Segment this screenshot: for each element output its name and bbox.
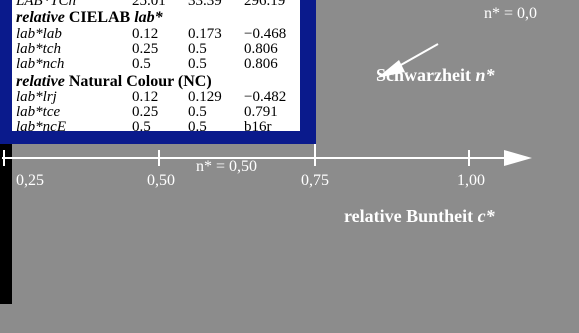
row-v3: 296.19 [244, 0, 286, 9]
buntheit-axis-arrowhead [504, 150, 532, 166]
tick-label-1-00: 1,00 [457, 172, 485, 189]
cell-key: lab*lrj [16, 89, 57, 105]
n-mid-label: n* = 0,50 [196, 158, 258, 175]
cell-v1: 0.5 [132, 56, 151, 72]
data-row: lab*tce 0.25 0.5 0.791 [16, 104, 278, 120]
cell-v3: −0.482 [244, 89, 287, 105]
data-row: lab*lab 0.12 0.173 −0.468 [16, 26, 286, 42]
data-row: lab*ncE 0.5 0.5 b16r [16, 119, 272, 135]
cell-v1: 0.25 [132, 104, 159, 120]
cell-v3: 0.806 [244, 41, 278, 57]
cell-v1: 0.25 [132, 41, 159, 57]
section2-header: relative Natural Colour (NC) [16, 73, 212, 90]
tick-label-0-25: 0,25 [16, 172, 44, 189]
cell-v3: −0.468 [244, 26, 287, 42]
data-row: lab*tch 0.25 0.5 0.806 [16, 41, 278, 57]
schwarzheit-label: Schwarzheit n* [376, 65, 495, 85]
n-top-label: n* = 0,0 [484, 5, 538, 22]
cell-v1: 0.12 [132, 26, 159, 42]
cell-key: lab*ncE [16, 119, 66, 135]
tick-label-0-50: 0,50 [147, 172, 175, 189]
cell-v2: 0.5 [188, 41, 207, 57]
buntheit-label: relative Buntheit c* [344, 206, 495, 226]
cell-v2: 0.129 [188, 89, 222, 105]
row-key: LAB*TCh [16, 0, 77, 9]
left-black-bar [0, 144, 12, 304]
cell-v2: 0.5 [188, 56, 207, 72]
cell-v3: 0.806 [244, 56, 278, 72]
cell-key: lab*nch [16, 56, 65, 72]
info-panel: LAB*TCh 25.01 33.39 296.19 relative CIEL… [12, 0, 300, 135]
tick-label-0-75: 0,75 [301, 172, 329, 189]
data-row: lab*lrj 0.12 0.129 −0.482 [16, 89, 286, 105]
cell-v2: 0.5 [188, 104, 207, 120]
data-row: lab*nch 0.5 0.5 0.806 [16, 56, 278, 72]
cell-key: lab*tch [16, 41, 61, 57]
top-row: LAB*TCh 25.01 33.39 296.19 [16, 0, 285, 9]
cell-v3: b16r [244, 119, 272, 135]
cell-v3: 0.791 [244, 104, 278, 120]
cell-v2: 0.173 [188, 26, 222, 42]
row-v2: 33.39 [188, 0, 222, 9]
schwarzheit-arrow-head [377, 60, 405, 78]
cell-v1: 0.5 [132, 119, 151, 135]
cell-key: lab*lab [16, 26, 62, 42]
section1-header: relative CIELAB lab* [16, 9, 163, 26]
cell-v2: 0.5 [188, 119, 207, 135]
row-v1: 25.01 [132, 0, 166, 9]
cell-key: lab*tce [16, 104, 61, 120]
cell-v1: 0.12 [132, 89, 159, 105]
